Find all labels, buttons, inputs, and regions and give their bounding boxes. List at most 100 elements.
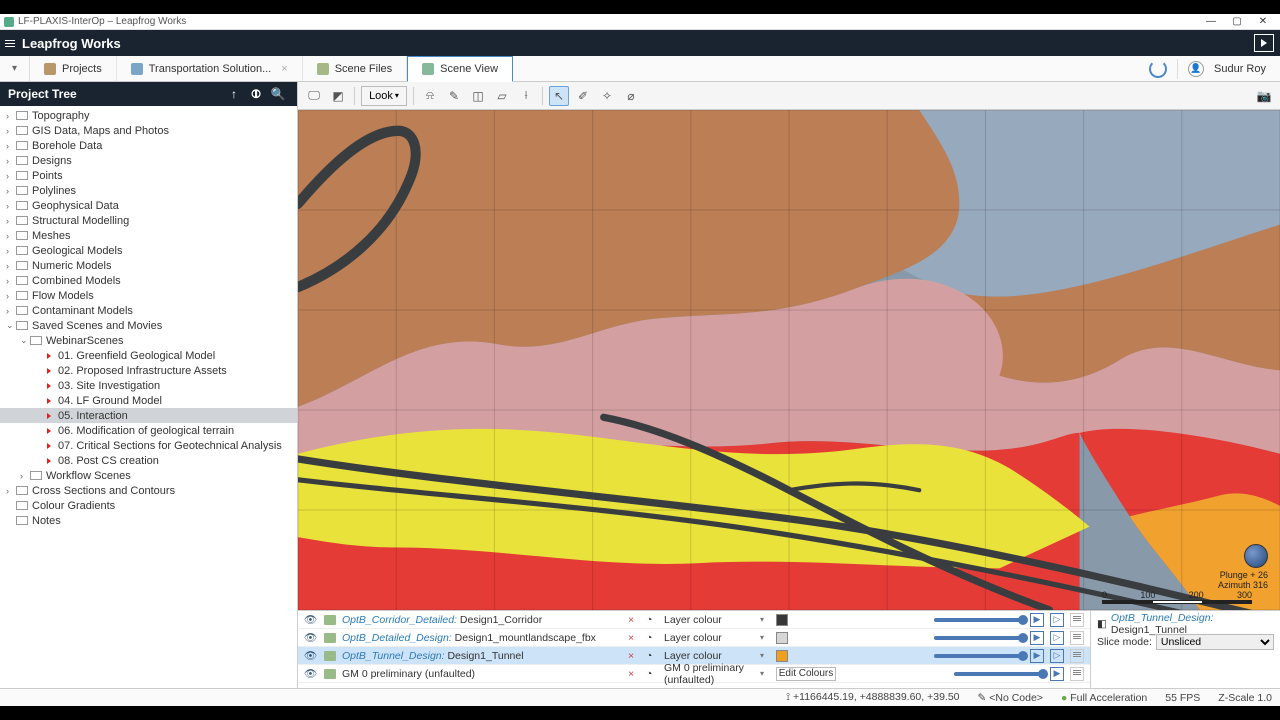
expand-icon[interactable]: › — [6, 306, 16, 316]
tree-search-icon[interactable]: 🔍 — [267, 87, 289, 101]
select-tool-icon[interactable]: ↖ — [549, 86, 569, 106]
layer-row[interactable]: 👁 OptB_Detailed_Design: Design1_mountlan… — [298, 629, 1090, 647]
expand-icon[interactable]: › — [6, 201, 16, 211]
tree-item[interactable]: ›Points — [0, 168, 297, 183]
colour-mode-icon[interactable]: ◔ — [646, 632, 658, 644]
view-window-icon[interactable]: ◩ — [328, 86, 348, 106]
tree-up-icon[interactable]: ↑ — [223, 87, 245, 101]
layer-menu-icon[interactable] — [1070, 649, 1084, 663]
viewport-3d[interactable]: Plunge + 26 Azimuth 316 0100200300 — [298, 110, 1280, 610]
play-button[interactable]: ▶ — [1050, 667, 1064, 681]
remove-layer-icon[interactable]: × — [628, 668, 640, 680]
tab-projects[interactable]: Projects — [30, 56, 117, 81]
colour-swatch[interactable] — [776, 614, 788, 626]
tree-item[interactable]: ›Geophysical Data — [0, 198, 297, 213]
tree-item[interactable]: ›Contaminant Models — [0, 303, 297, 318]
draw-line-icon[interactable]: ⍾ — [420, 86, 440, 106]
tree-item[interactable]: ›Polylines — [0, 183, 297, 198]
tree-item[interactable]: ›Structural Modelling — [0, 213, 297, 228]
slice-mode-select[interactable]: Unsliced — [1156, 634, 1274, 650]
tree-item[interactable]: 02. Proposed Infrastructure Assets — [0, 363, 297, 378]
tree-item[interactable]: 06. Modification of geological terrain — [0, 423, 297, 438]
tree-item[interactable]: ›Geological Models — [0, 243, 297, 258]
compass-widget[interactable]: Plunge + 26 Azimuth 316 — [1218, 544, 1268, 590]
expand-icon[interactable]: ⌄ — [20, 335, 30, 346]
layer-menu-icon[interactable] — [1070, 631, 1084, 645]
layer-row[interactable]: 👁 GM 0 preliminary (unfaulted) × ◔ GM 0 … — [298, 665, 1090, 683]
play-button[interactable]: ▶ — [1030, 631, 1044, 645]
play-button[interactable]: ▶ — [1030, 649, 1044, 663]
tree-item[interactable]: ›Topography — [0, 108, 297, 123]
remove-layer-icon[interactable]: × — [628, 650, 640, 662]
tab-close-icon[interactable]: × — [281, 63, 287, 75]
tree-item[interactable]: 07. Critical Sections for Geotechnical A… — [0, 438, 297, 453]
tree-item[interactable]: ›Borehole Data — [0, 138, 297, 153]
opacity-slider[interactable] — [934, 618, 1024, 622]
play-step-button[interactable]: ▷ — [1050, 631, 1064, 645]
view-screen-icon[interactable]: 🖵 — [304, 86, 324, 106]
colour-dropdown-icon[interactable]: ▾ — [760, 651, 770, 660]
expand-icon[interactable]: › — [6, 486, 16, 496]
expand-icon[interactable]: › — [6, 171, 16, 181]
colour-dropdown-icon[interactable]: ▾ — [760, 669, 770, 678]
visibility-toggle-icon[interactable]: 👁 — [304, 631, 318, 644]
expand-icon[interactable]: › — [6, 231, 16, 241]
expand-icon[interactable]: › — [6, 291, 16, 301]
close-button[interactable]: ✕ — [1250, 15, 1276, 29]
tree-item[interactable]: ›Numeric Models — [0, 258, 297, 273]
layer-menu-icon[interactable] — [1070, 667, 1084, 681]
visibility-toggle-icon[interactable]: 👁 — [304, 667, 318, 680]
colour-mode-icon[interactable]: ◔ — [646, 668, 658, 680]
expand-icon[interactable]: › — [20, 471, 30, 481]
tree-item[interactable]: Colour Gradients — [0, 498, 297, 513]
tree-item[interactable]: 05. Interaction — [0, 408, 297, 423]
slice-icon[interactable]: ◫ — [468, 86, 488, 106]
expand-icon[interactable]: › — [6, 261, 16, 271]
tree-item[interactable]: ›Cross Sections and Contours — [0, 483, 297, 498]
tree-item[interactable]: Notes — [0, 513, 297, 528]
plane-icon[interactable]: ▱ — [492, 86, 512, 106]
edit-icon[interactable]: ✎ — [444, 86, 464, 106]
tab-transportation-solution-[interactable]: Transportation Solution...× — [117, 56, 303, 81]
tree-item[interactable]: ›Meshes — [0, 228, 297, 243]
compass-ball-icon[interactable] — [1244, 544, 1268, 568]
maximize-button[interactable]: ▢ — [1224, 15, 1250, 29]
opacity-slider[interactable] — [934, 636, 1024, 640]
tree-item[interactable]: ›Combined Models — [0, 273, 297, 288]
colour-mode-icon[interactable]: ◔ — [646, 614, 658, 626]
tab-dropdown-button[interactable]: ▾ — [0, 56, 30, 81]
tree-item[interactable]: ›Designs — [0, 153, 297, 168]
tree-item[interactable]: ⌄WebinarScenes — [0, 333, 297, 348]
expand-icon[interactable]: › — [6, 276, 16, 286]
visibility-toggle-icon[interactable]: 👁 — [304, 613, 318, 626]
rotate-tool-icon[interactable]: ✧ — [597, 86, 617, 106]
play-step-button[interactable]: ▷ — [1050, 613, 1064, 627]
visibility-toggle-icon[interactable]: 👁 — [304, 649, 318, 662]
expand-icon[interactable]: › — [6, 156, 16, 166]
layer-row[interactable]: 👁 OptB_Corridor_Detailed: Design1_Corrid… — [298, 611, 1090, 629]
expand-icon[interactable]: › — [6, 216, 16, 226]
expand-icon[interactable]: › — [6, 246, 16, 256]
camera-icon[interactable]: 📷 — [1254, 86, 1274, 106]
colour-dropdown-icon[interactable]: ▾ — [760, 615, 770, 624]
expand-icon[interactable]: › — [6, 111, 16, 121]
pencil-tool-icon[interactable]: ✐ — [573, 86, 593, 106]
erase-tool-icon[interactable]: ⌀ — [621, 86, 641, 106]
project-tree-list[interactable]: ›Topography›GIS Data, Maps and Photos›Bo… — [0, 106, 297, 688]
tree-item[interactable]: 01. Greenfield Geological Model — [0, 348, 297, 363]
opacity-slider[interactable] — [934, 654, 1024, 658]
expand-icon[interactable]: › — [6, 126, 16, 136]
tab-scene-files[interactable]: Scene Files — [303, 56, 407, 81]
expand-icon[interactable]: › — [6, 186, 16, 196]
tree-item[interactable]: 04. LF Ground Model — [0, 393, 297, 408]
remove-layer-icon[interactable]: × — [628, 632, 640, 644]
tab-scene-view[interactable]: Scene View — [407, 56, 513, 82]
tree-item[interactable]: ›Workflow Scenes — [0, 468, 297, 483]
play-step-button[interactable]: ▷ — [1050, 649, 1064, 663]
hamburger-menu-icon[interactable] — [0, 40, 20, 47]
colour-swatch[interactable] — [776, 650, 788, 662]
tree-item[interactable]: 08. Post CS creation — [0, 453, 297, 468]
expand-icon[interactable]: › — [6, 141, 16, 151]
tree-item[interactable]: ›Flow Models — [0, 288, 297, 303]
user-name[interactable]: Sudur Roy — [1214, 63, 1266, 75]
